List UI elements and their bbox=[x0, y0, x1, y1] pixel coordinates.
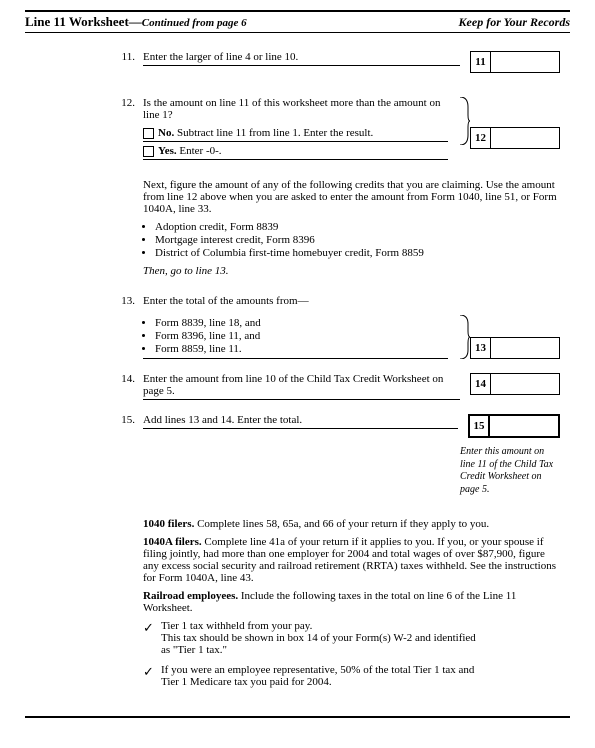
line-11-box-col: 11 bbox=[470, 51, 560, 73]
line-15-boxnum: 15 bbox=[470, 416, 490, 436]
bullet-12-2: District of Columbia first-time homebuye… bbox=[155, 247, 560, 259]
line-12-box: 12 bbox=[470, 127, 560, 149]
line-14-num: 14. bbox=[115, 373, 143, 385]
line-13-box: 13 bbox=[470, 337, 560, 359]
check-item-1-text: Tier 1 tax withheld from your pay. This … bbox=[161, 620, 560, 656]
line-14-field[interactable] bbox=[491, 374, 559, 394]
check-item-1: ✓ Tier 1 tax withheld from your pay. Thi… bbox=[143, 620, 560, 656]
line-15-body: Add lines 13 and 14. Enter the total. bbox=[143, 414, 468, 429]
line-11-num: 11. bbox=[115, 51, 143, 63]
line-13: 13. Enter the total of the amounts from—… bbox=[115, 295, 560, 359]
filers-1040a-text: Complete line 41a of your return if it a… bbox=[143, 536, 556, 584]
header-title: Line 11 Worksheet— bbox=[25, 14, 142, 29]
bullet-13-0: Form 8839, line 18, and bbox=[155, 317, 448, 329]
line-14-text: Enter the amount from line 10 of the Chi… bbox=[143, 373, 460, 400]
filers-1040: 1040 filers. Complete lines 58, 65a, and… bbox=[143, 518, 560, 530]
line-11-boxnum: 11 bbox=[471, 52, 491, 72]
railroad: Railroad employees. Include the followin… bbox=[143, 590, 560, 614]
line-12-num: 12. bbox=[115, 97, 143, 109]
no-label: No. bbox=[158, 127, 174, 139]
worksheet-page: Line 11 Worksheet—Continued from page 6 … bbox=[0, 0, 595, 748]
line-13-num: 13. bbox=[115, 295, 143, 307]
railroad-bold: Railroad employees. bbox=[143, 590, 238, 602]
line-11: 11. Enter the larger of line 4 or line 1… bbox=[115, 51, 560, 73]
line-12-field[interactable] bbox=[491, 128, 559, 148]
check-item-2: ✓ If you were an employee representative… bbox=[143, 664, 560, 688]
header-right: Keep for Your Records bbox=[459, 15, 570, 30]
bottom-rule bbox=[25, 716, 570, 718]
line-12-then: Then, go to line 13. bbox=[143, 265, 560, 277]
yes-text: Enter -0-. bbox=[177, 145, 222, 157]
line-11-text: Enter the larger of line 4 or line 10. bbox=[143, 51, 460, 66]
line-13-text: Enter the total of the amounts from— bbox=[143, 295, 448, 307]
line-14-box-col: 14 bbox=[470, 373, 560, 395]
header-left: Line 11 Worksheet—Continued from page 6 bbox=[25, 14, 247, 30]
line-12-boxnum: 12 bbox=[471, 128, 491, 148]
line-12-no: No. Subtract line 11 from line 1. Enter … bbox=[143, 127, 448, 142]
bullet-13-1: Form 8396, line 11, and bbox=[155, 330, 448, 342]
bullet-12-0: Adoption credit, Form 8839 bbox=[155, 221, 560, 233]
check-item-2-text: If you were an employee representative, … bbox=[161, 664, 560, 688]
line-12: 12. Is the amount on line 11 of this wor… bbox=[115, 97, 560, 163]
filers-1040a-bold: 1040A filers. bbox=[143, 536, 202, 548]
brace-13 bbox=[458, 315, 470, 359]
top-rule bbox=[25, 10, 570, 12]
checkmark-icon: ✓ bbox=[143, 664, 161, 688]
line-14-body: Enter the amount from line 10 of the Chi… bbox=[143, 373, 470, 400]
line-15-note: Enter this amount on line 11 of the Chil… bbox=[460, 446, 560, 496]
line-14-boxnum: 14 bbox=[471, 374, 491, 394]
footer-notes: 1040 filers. Complete lines 58, 65a, and… bbox=[115, 518, 560, 688]
line-12-box-col: 12 bbox=[470, 127, 560, 149]
checkmark-icon: ✓ bbox=[143, 620, 161, 656]
line-13-body: Enter the total of the amounts from— For… bbox=[143, 295, 458, 359]
line-12-body: Is the amount on line 11 of this workshe… bbox=[143, 97, 458, 163]
yes-label: Yes. bbox=[158, 145, 177, 157]
bullet-12-1: Mortgage interest credit, Form 8396 bbox=[155, 234, 560, 246]
line-12-notes-body: Next, figure the amount of any of the fo… bbox=[143, 179, 560, 277]
brace-12 bbox=[458, 97, 470, 145]
line-14-box: 14 bbox=[470, 373, 560, 395]
line-13-boxnum: 13 bbox=[471, 338, 491, 358]
filers-1040-bold: 1040 filers. bbox=[143, 518, 194, 530]
no-text: Subtract line 11 from line 1. Enter the … bbox=[174, 127, 373, 139]
line-15: 15. Add lines 13 and 14. Enter the total… bbox=[115, 414, 560, 438]
bullet-13-2: Form 8859, line 11. bbox=[155, 343, 448, 355]
filers-1040a: 1040A filers. Complete line 41a of your … bbox=[143, 536, 560, 584]
line-12-bullets: Adoption credit, Form 8839 Mortgage inte… bbox=[143, 221, 560, 259]
line-13-bullets: Form 8839, line 18, and Form 8396, line … bbox=[143, 317, 448, 359]
line-15-text: Add lines 13 and 14. Enter the total. bbox=[143, 414, 458, 429]
checkbox-yes[interactable] bbox=[143, 146, 154, 157]
line-15-field[interactable] bbox=[490, 416, 558, 436]
line-15-num: 15. bbox=[115, 414, 143, 426]
line-13-field[interactable] bbox=[491, 338, 559, 358]
line-14: 14. Enter the amount from line 10 of the… bbox=[115, 373, 560, 400]
header-continued: Continued from page 6 bbox=[142, 17, 247, 29]
line-12-notes: Next, figure the amount of any of the fo… bbox=[115, 179, 560, 277]
header: Line 11 Worksheet—Continued from page 6 … bbox=[25, 14, 570, 33]
line-15-box-col: 15 bbox=[468, 414, 560, 438]
line-12-question: Is the amount on line 11 of this workshe… bbox=[143, 97, 448, 121]
line-11-body: Enter the larger of line 4 or line 10. bbox=[143, 51, 470, 66]
line-15-box: 15 bbox=[468, 414, 560, 438]
line-12-yes: Yes. Enter -0-. bbox=[143, 145, 448, 160]
line-11-box: 11 bbox=[470, 51, 560, 73]
line-11-field[interactable] bbox=[491, 52, 559, 72]
line-13-box-col: 13 bbox=[470, 337, 560, 359]
content: 11. Enter the larger of line 4 or line 1… bbox=[25, 51, 570, 688]
filers-1040-text: Complete lines 58, 65a, and 66 of your r… bbox=[194, 518, 489, 530]
checkbox-no[interactable] bbox=[143, 128, 154, 139]
line-12-next: Next, figure the amount of any of the fo… bbox=[143, 179, 560, 215]
